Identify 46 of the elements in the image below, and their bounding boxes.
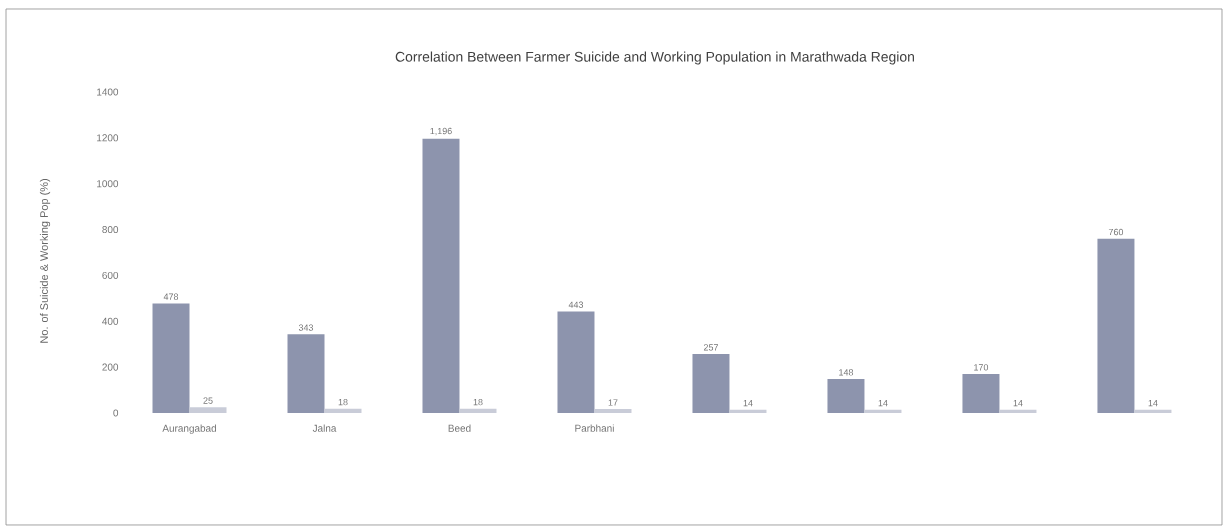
chart-title: Correlation Between Farmer Suicide and Working Population in Marathwada Region: [395, 51, 914, 65]
data-label: 25: [203, 397, 213, 404]
data-label: 14: [743, 400, 753, 407]
bar: [999, 409, 1037, 413]
bar: [287, 334, 325, 413]
bar: [459, 408, 497, 413]
bar: [962, 374, 1000, 413]
bar: [692, 354, 730, 413]
bar: [422, 138, 460, 413]
y-tick-label: 600: [102, 271, 119, 279]
bar: [557, 311, 595, 413]
y-axis-title: No. of Suicide & Working Pop (%): [39, 179, 51, 343]
bar: [864, 409, 902, 413]
y-tick-label: 1200: [97, 134, 119, 142]
data-label: 1,196: [430, 127, 452, 136]
bar: [1134, 409, 1172, 413]
data-label: 17: [608, 399, 618, 406]
x-tick-label: Aurangabad: [162, 424, 217, 434]
y-tick-label: 0: [113, 409, 119, 417]
data-label: 257: [703, 344, 718, 351]
data-label: 14: [878, 400, 888, 407]
y-tick-label: 1000: [97, 180, 119, 188]
data-label: 14: [1013, 400, 1023, 407]
data-label: 343: [298, 324, 314, 331]
bar: [324, 408, 362, 413]
y-tick-label: 200: [102, 363, 119, 371]
bar: [729, 409, 767, 413]
bar: [1097, 238, 1135, 413]
data-label: 170: [974, 364, 989, 371]
x-tick-label: Parbhani: [575, 424, 614, 432]
data-label: 760: [1108, 228, 1124, 236]
bar: [189, 407, 227, 413]
x-tick-label: Jalna: [312, 424, 337, 432]
data-label: 148: [839, 369, 854, 376]
y-tick-label: 1400: [97, 88, 119, 96]
y-tick-label: 800: [102, 226, 119, 234]
x-tick-label: Beed: [448, 424, 471, 432]
data-label: 18: [338, 398, 348, 406]
data-label: 18: [473, 398, 483, 406]
y-tick-label: 400: [102, 317, 119, 325]
data-label: 478: [163, 293, 179, 300]
data-label: 14: [1148, 400, 1158, 407]
bar: [827, 379, 865, 413]
data-label: 443: [568, 301, 584, 308]
bar: [594, 409, 632, 413]
bar: [152, 303, 190, 413]
